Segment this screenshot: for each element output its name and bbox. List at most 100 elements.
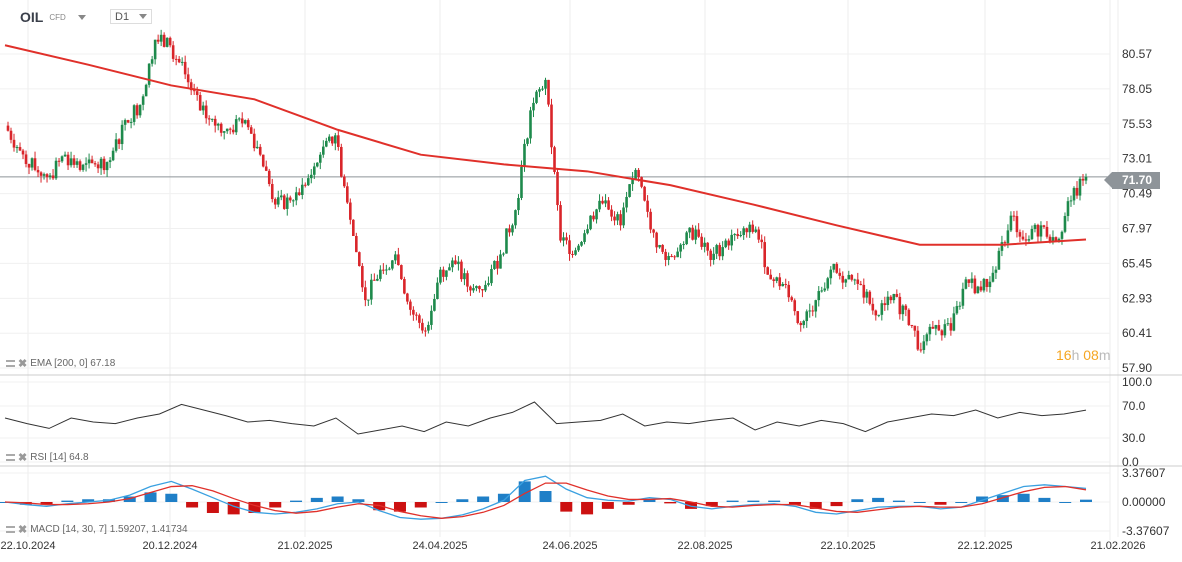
x-tick-label: 24.06.2025 [542, 540, 597, 552]
candle [466, 270, 469, 293]
candle-body [267, 170, 271, 185]
y-tick-label: 75.53 [1122, 117, 1152, 131]
candle-body [204, 105, 208, 119]
candle [424, 327, 427, 337]
candle [198, 91, 202, 111]
candle-body [165, 37, 169, 47]
candle-body [667, 256, 670, 260]
timer-m: m [1098, 347, 1111, 363]
candle [1063, 212, 1067, 234]
candle-body [318, 154, 322, 163]
candle [733, 233, 736, 241]
candle [394, 250, 397, 265]
candle-body [517, 197, 520, 211]
candle-body [727, 240, 730, 246]
candle [505, 228, 508, 254]
close-icon[interactable]: ✖ [18, 358, 28, 370]
candle-body [976, 286, 980, 294]
candle-body [421, 322, 424, 331]
candle-body [802, 321, 806, 326]
candle-body [69, 158, 73, 166]
candle [321, 140, 325, 158]
settings-icon[interactable] [6, 526, 15, 533]
candle-body [982, 278, 986, 291]
candle [177, 56, 181, 64]
candle [709, 248, 712, 267]
candle [159, 29, 163, 47]
close-icon[interactable]: ✖ [18, 524, 28, 536]
candle-body [580, 241, 583, 246]
candle [796, 310, 800, 325]
candle-body [96, 164, 100, 169]
candle-body [472, 288, 475, 291]
candle [703, 237, 706, 253]
candle [33, 151, 37, 172]
macd-histogram-bar [456, 499, 469, 502]
candle-body [619, 214, 622, 226]
candle-body [991, 272, 995, 282]
candle-body [781, 283, 785, 287]
candle [838, 268, 842, 280]
settings-icon[interactable] [6, 454, 15, 461]
candle [985, 278, 989, 292]
candle-body [715, 245, 718, 254]
candle-body [820, 290, 824, 292]
close-icon[interactable]: ✖ [18, 452, 28, 464]
candle [12, 133, 16, 152]
candle-body [15, 147, 19, 149]
macd-histogram-bar [560, 502, 573, 512]
candle [421, 318, 424, 334]
candle [595, 208, 598, 224]
candle [643, 185, 646, 202]
candle [778, 273, 782, 290]
candle-body [1000, 242, 1004, 251]
candle-body [454, 260, 457, 265]
candle-body [550, 104, 553, 148]
candle-body [90, 159, 94, 164]
candle-body [526, 138, 529, 144]
candle-body [565, 237, 568, 241]
symbol-selector[interactable]: OIL CFD [20, 9, 86, 25]
candle-body [409, 301, 412, 310]
candle [862, 278, 866, 304]
settings-icon[interactable] [6, 360, 15, 367]
timeframe-dropdown[interactable]: D1 [110, 9, 152, 24]
candle [886, 291, 890, 311]
candle [1072, 186, 1076, 205]
candle [132, 104, 136, 126]
macd-histogram-bar [685, 502, 698, 509]
candle-body [814, 300, 818, 312]
candle-body [1084, 176, 1088, 181]
candle-body [445, 270, 448, 277]
candle-body [297, 192, 301, 195]
rsi-tick-label: 0.0 [1122, 455, 1139, 469]
candle [219, 122, 223, 137]
candle-body [547, 79, 550, 105]
candle [469, 285, 472, 296]
candle [649, 208, 652, 234]
candle-body [913, 325, 917, 331]
candle-body [838, 272, 842, 276]
candle-body [222, 131, 226, 133]
candle-body [1048, 236, 1052, 243]
candle-body [703, 242, 706, 247]
macd-histogram-bar [1038, 497, 1051, 502]
candle [415, 312, 418, 321]
candle [90, 155, 94, 164]
macd-tick-label: -3.37607 [1122, 524, 1170, 538]
candle [324, 137, 328, 148]
candle-body [1060, 231, 1064, 239]
candle-body [673, 256, 676, 258]
macd-histogram-bar [788, 502, 801, 505]
candle-body [535, 91, 538, 103]
candle [730, 229, 733, 251]
candle-body [261, 154, 265, 167]
candle [553, 145, 556, 175]
candle-body [84, 163, 88, 165]
x-tick-label: 22.10.2024 [0, 540, 55, 552]
candle-body [949, 323, 953, 331]
timer-hours: 16 [1056, 347, 1072, 363]
candle [577, 243, 580, 252]
candle [670, 253, 673, 258]
